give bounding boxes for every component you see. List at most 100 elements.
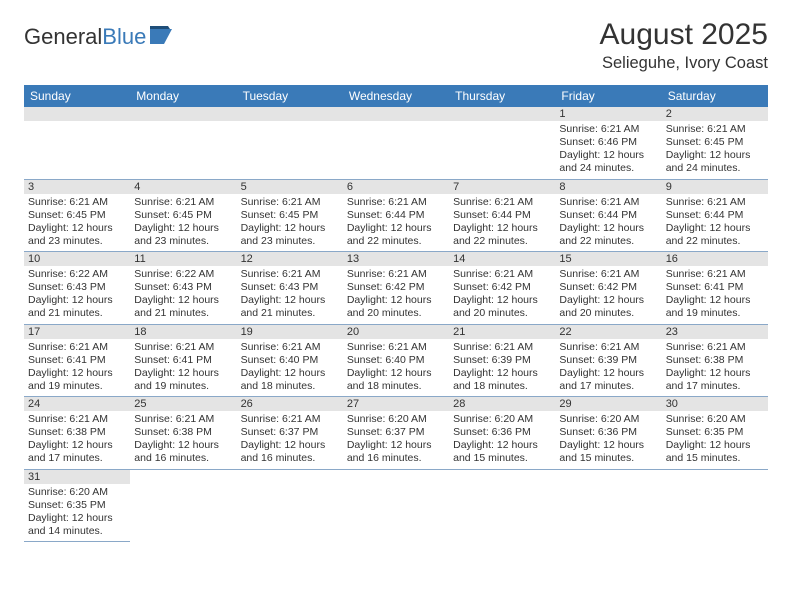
daylight-text: Daylight: 12 hours and 24 minutes. bbox=[666, 149, 764, 175]
sunset-text: Sunset: 6:44 PM bbox=[453, 209, 551, 222]
day-number: 31 bbox=[24, 470, 130, 484]
day-body: Sunrise: 6:21 AMSunset: 6:42 PMDaylight:… bbox=[343, 266, 449, 324]
sunset-text: Sunset: 6:43 PM bbox=[134, 281, 232, 294]
daylight-text: Daylight: 12 hours and 15 minutes. bbox=[559, 439, 657, 465]
day-number-empty bbox=[130, 107, 236, 121]
sunset-text: Sunset: 6:37 PM bbox=[241, 426, 339, 439]
calendar-cell: 29Sunrise: 6:20 AMSunset: 6:36 PMDayligh… bbox=[555, 397, 661, 470]
sunrise-text: Sunrise: 6:21 AM bbox=[28, 413, 126, 426]
sunset-text: Sunset: 6:41 PM bbox=[28, 354, 126, 367]
calendar-cell: 2Sunrise: 6:21 AMSunset: 6:45 PMDaylight… bbox=[662, 107, 768, 180]
sunset-text: Sunset: 6:39 PM bbox=[559, 354, 657, 367]
day-body: Sunrise: 6:21 AMSunset: 6:42 PMDaylight:… bbox=[555, 266, 661, 324]
calendar-cell bbox=[343, 107, 449, 180]
daylight-text: Daylight: 12 hours and 17 minutes. bbox=[28, 439, 126, 465]
page-header: GeneralBlue August 2025 Selieguhe, Ivory… bbox=[24, 18, 768, 73]
calendar-cell: 15Sunrise: 6:21 AMSunset: 6:42 PMDayligh… bbox=[555, 252, 661, 325]
calendar: SundayMondayTuesdayWednesdayThursdayFrid… bbox=[24, 85, 768, 542]
day-body: Sunrise: 6:21 AMSunset: 6:38 PMDaylight:… bbox=[24, 411, 130, 469]
sunset-text: Sunset: 6:39 PM bbox=[453, 354, 551, 367]
sunset-text: Sunset: 6:46 PM bbox=[559, 136, 657, 149]
calendar-cell: 25Sunrise: 6:21 AMSunset: 6:38 PMDayligh… bbox=[130, 397, 236, 470]
sunrise-text: Sunrise: 6:22 AM bbox=[28, 268, 126, 281]
day-body: Sunrise: 6:21 AMSunset: 6:45 PMDaylight:… bbox=[662, 121, 768, 179]
sunset-text: Sunset: 6:43 PM bbox=[241, 281, 339, 294]
sunrise-text: Sunrise: 6:21 AM bbox=[134, 341, 232, 354]
calendar-cell bbox=[130, 107, 236, 180]
day-body: Sunrise: 6:21 AMSunset: 6:41 PMDaylight:… bbox=[24, 339, 130, 397]
day-body: Sunrise: 6:21 AMSunset: 6:45 PMDaylight:… bbox=[237, 194, 343, 252]
day-body: Sunrise: 6:21 AMSunset: 6:43 PMDaylight:… bbox=[237, 266, 343, 324]
sunset-text: Sunset: 6:35 PM bbox=[28, 499, 126, 512]
calendar-cell: 3Sunrise: 6:21 AMSunset: 6:45 PMDaylight… bbox=[24, 180, 130, 253]
calendar-week-row: 3Sunrise: 6:21 AMSunset: 6:45 PMDaylight… bbox=[24, 180, 768, 253]
sunset-text: Sunset: 6:36 PM bbox=[559, 426, 657, 439]
day-number: 19 bbox=[237, 325, 343, 339]
sunset-text: Sunset: 6:41 PM bbox=[666, 281, 764, 294]
sunrise-text: Sunrise: 6:21 AM bbox=[347, 268, 445, 281]
page-title: August 2025 bbox=[600, 18, 768, 52]
daylight-text: Daylight: 12 hours and 22 minutes. bbox=[347, 222, 445, 248]
daylight-text: Daylight: 12 hours and 20 minutes. bbox=[559, 294, 657, 320]
calendar-cell: 4Sunrise: 6:21 AMSunset: 6:45 PMDaylight… bbox=[130, 180, 236, 253]
day-number: 23 bbox=[662, 325, 768, 339]
sunrise-text: Sunrise: 6:21 AM bbox=[241, 196, 339, 209]
calendar-cell bbox=[130, 470, 236, 543]
sunset-text: Sunset: 6:42 PM bbox=[453, 281, 551, 294]
calendar-cell: 11Sunrise: 6:22 AMSunset: 6:43 PMDayligh… bbox=[130, 252, 236, 325]
daylight-text: Daylight: 12 hours and 19 minutes. bbox=[28, 367, 126, 393]
title-block: August 2025 Selieguhe, Ivory Coast bbox=[600, 18, 768, 73]
sunrise-text: Sunrise: 6:21 AM bbox=[347, 341, 445, 354]
sunset-text: Sunset: 6:38 PM bbox=[28, 426, 126, 439]
day-number: 13 bbox=[343, 252, 449, 266]
calendar-dayhead: Wednesday bbox=[343, 85, 449, 107]
daylight-text: Daylight: 12 hours and 23 minutes. bbox=[241, 222, 339, 248]
sunset-text: Sunset: 6:44 PM bbox=[666, 209, 764, 222]
day-number: 22 bbox=[555, 325, 661, 339]
day-body: Sunrise: 6:22 AMSunset: 6:43 PMDaylight:… bbox=[130, 266, 236, 324]
day-body-empty bbox=[237, 121, 343, 179]
calendar-cell: 7 Sunrise: 6:21 AMSunset: 6:44 PMDaylight… bbox=[449, 180, 555, 253]
daylight-text: Daylight: 12 hours and 18 minutes. bbox=[241, 367, 339, 393]
daylight-text: Daylight: 12 hours and 20 minutes. bbox=[347, 294, 445, 320]
calendar-cell: 18Sunrise: 6:21 AMSunset: 6:41 PMDayligh… bbox=[130, 325, 236, 398]
day-body: Sunrise: 6:21 AMSunset: 6:41 PMDaylight:… bbox=[130, 339, 236, 397]
day-body: Sunrise: 6:20 AMSunset: 6:36 PMDaylight:… bbox=[555, 411, 661, 469]
calendar-cell bbox=[343, 470, 449, 543]
daylight-text: Daylight: 12 hours and 21 minutes. bbox=[28, 294, 126, 320]
sunset-text: Sunset: 6:42 PM bbox=[347, 281, 445, 294]
sunrise-text: Sunrise: 6:21 AM bbox=[241, 341, 339, 354]
sunset-text: Sunset: 6:45 PM bbox=[134, 209, 232, 222]
daylight-text: Daylight: 12 hours and 17 minutes. bbox=[666, 367, 764, 393]
daylight-text: Daylight: 12 hours and 21 minutes. bbox=[134, 294, 232, 320]
sunrise-text: Sunrise: 6:21 AM bbox=[453, 196, 551, 209]
logo-text-1: General bbox=[24, 24, 102, 50]
day-number: 27 bbox=[343, 397, 449, 411]
calendar-cell: 21Sunrise: 6:21 AMSunset: 6:39 PMDayligh… bbox=[449, 325, 555, 398]
daylight-text: Daylight: 12 hours and 22 minutes. bbox=[453, 222, 551, 248]
calendar-cell: 19Sunrise: 6:21 AMSunset: 6:40 PMDayligh… bbox=[237, 325, 343, 398]
calendar-cell bbox=[449, 107, 555, 180]
sunrise-text: Sunrise: 6:20 AM bbox=[559, 413, 657, 426]
day-number: 12 bbox=[237, 252, 343, 266]
page-subtitle: Selieguhe, Ivory Coast bbox=[600, 54, 768, 73]
calendar-week-row: 17Sunrise: 6:21 AMSunset: 6:41 PMDayligh… bbox=[24, 325, 768, 398]
daylight-text: Daylight: 12 hours and 22 minutes. bbox=[559, 222, 657, 248]
day-number: 11 bbox=[130, 252, 236, 266]
calendar-dayhead: Tuesday bbox=[237, 85, 343, 107]
calendar-cell: 10Sunrise: 6:22 AMSunset: 6:43 PMDayligh… bbox=[24, 252, 130, 325]
calendar-body: 1Sunrise: 6:21 AMSunset: 6:46 PMDaylight… bbox=[24, 107, 768, 542]
calendar-cell: 26Sunrise: 6:21 AMSunset: 6:37 PMDayligh… bbox=[237, 397, 343, 470]
day-number: 15 bbox=[555, 252, 661, 266]
day-number: 7 bbox=[449, 180, 555, 194]
day-body: Sunrise: 6:21 AMSunset: 6:40 PMDaylight:… bbox=[343, 339, 449, 397]
calendar-cell: 5Sunrise: 6:21 AMSunset: 6:45 PMDaylight… bbox=[237, 180, 343, 253]
day-number: 30 bbox=[662, 397, 768, 411]
day-body: Sunrise: 6:21 AMSunset: 6:46 PMDaylight:… bbox=[555, 121, 661, 179]
sunrise-text: Sunrise: 6:22 AM bbox=[134, 268, 232, 281]
day-number: 17 bbox=[24, 325, 130, 339]
sunrise-text: Sunrise: 6:20 AM bbox=[453, 413, 551, 426]
daylight-text: Daylight: 12 hours and 18 minutes. bbox=[453, 367, 551, 393]
sunrise-text: Sunrise: 6:21 AM bbox=[559, 268, 657, 281]
day-number: 26 bbox=[237, 397, 343, 411]
